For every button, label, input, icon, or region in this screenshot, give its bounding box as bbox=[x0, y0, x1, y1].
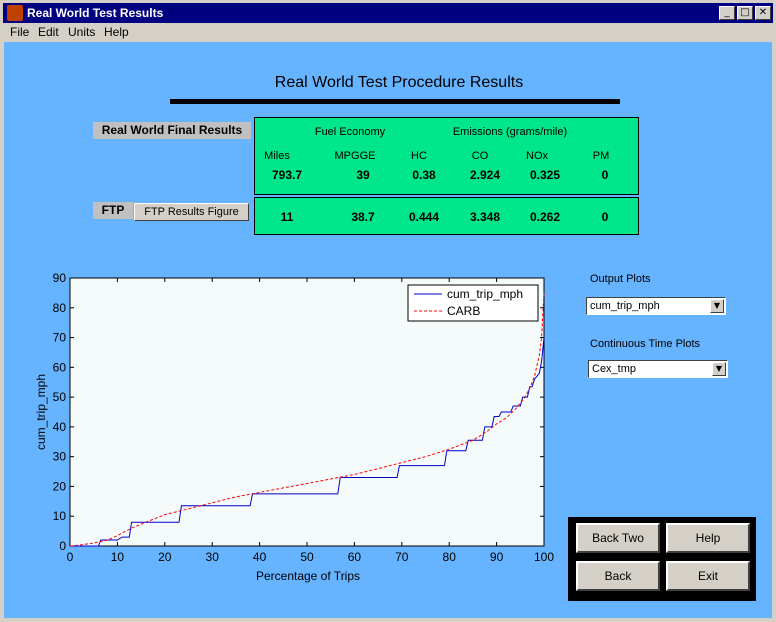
header-mpgge: MPGGE bbox=[334, 150, 376, 162]
y-tick-label: 40 bbox=[53, 420, 67, 434]
fuel-economy-label: Fuel Economy bbox=[314, 126, 386, 138]
y-tick-label: 90 bbox=[53, 271, 67, 285]
legend-label-cum-trip-mph: cum_trip_mph bbox=[447, 287, 523, 301]
value-nox: 0.325 bbox=[529, 168, 561, 182]
header-miles: Miles bbox=[264, 150, 290, 162]
y-tick-label: 70 bbox=[53, 331, 67, 345]
minimize-icon[interactable]: _ bbox=[719, 6, 735, 20]
output-plots-label: Output Plots bbox=[590, 273, 651, 285]
chevron-down-icon[interactable]: ▼ bbox=[712, 362, 726, 376]
legend-label-carb: CARB bbox=[447, 304, 480, 318]
x-axis: 0 10 20 30 40 50 60 70 80 90 100 bbox=[67, 278, 554, 564]
navigation-panel: Back Two Help Back Exit bbox=[568, 517, 756, 601]
final-results-label: Real World Final Results bbox=[93, 122, 251, 139]
title-bar: Real World Test Results _ □ ✕ bbox=[3, 3, 773, 23]
x-axis-label: Percentage of Trips bbox=[256, 569, 360, 583]
x-tick-label: 70 bbox=[395, 550, 409, 564]
value-pm: 0 bbox=[601, 168, 609, 182]
series-line-carb bbox=[69, 292, 545, 547]
emissions-label: Emissions (grams/mile) bbox=[452, 126, 568, 138]
menu-edit[interactable]: Edit bbox=[38, 25, 59, 39]
ftp-value-nox: 0.262 bbox=[529, 210, 561, 224]
y-tick-label: 0 bbox=[59, 539, 66, 553]
continuous-plots-select[interactable]: Cex_tmp ▼ bbox=[588, 360, 728, 378]
legend-box bbox=[407, 284, 539, 322]
exit-button[interactable]: Exit bbox=[666, 561, 750, 591]
x-tick-label: 10 bbox=[111, 550, 125, 564]
menu-bar: File Edit Units Help bbox=[3, 23, 773, 41]
back-two-button[interactable]: Back Two bbox=[576, 523, 660, 553]
y-tick-label: 80 bbox=[53, 301, 67, 315]
plot-area bbox=[69, 277, 545, 547]
cum-trip-chart: 0 10 20 30 40 50 60 70 80 90 0 10 20 30 40 50 60 70 80 90 1… bbox=[34, 271, 554, 583]
ftp-value-miles: 11 bbox=[280, 210, 294, 224]
x-tick-label: 50 bbox=[300, 550, 314, 564]
help-button[interactable]: Help bbox=[666, 523, 750, 553]
header-pm: PM bbox=[592, 150, 610, 162]
x-tick-label: 60 bbox=[348, 550, 362, 564]
value-mpgge: 39 bbox=[356, 168, 370, 182]
ftp-value-hc: 0.444 bbox=[408, 210, 440, 224]
x-tick-label: 0 bbox=[67, 550, 74, 564]
menu-file[interactable]: File bbox=[10, 25, 30, 39]
ftp-label: FTP bbox=[93, 202, 133, 219]
x-tick-label: 20 bbox=[158, 550, 172, 564]
chevron-down-icon[interactable]: ▼ bbox=[710, 299, 724, 313]
continuous-plots-value: Cex_tmp bbox=[592, 363, 637, 375]
y-tick-label: 10 bbox=[53, 509, 67, 523]
value-hc: 0.38 bbox=[412, 168, 436, 182]
x-tick-label: 80 bbox=[443, 550, 457, 564]
x-tick-label: 90 bbox=[490, 550, 504, 564]
x-tick-label: 30 bbox=[206, 550, 220, 564]
y-tick-label: 20 bbox=[53, 479, 67, 493]
page-title: Real World Test Procedure Results bbox=[274, 74, 524, 91]
legend: cum_trip_mph CARB bbox=[407, 284, 539, 322]
plot-series bbox=[69, 292, 545, 547]
window-title: Real World Test Results bbox=[27, 6, 164, 20]
x-tick-label: 40 bbox=[253, 550, 267, 564]
back-button[interactable]: Back bbox=[576, 561, 660, 591]
continuous-plots-label: Continuous Time Plots bbox=[590, 338, 701, 350]
menu-help[interactable]: Help bbox=[104, 25, 129, 39]
output-plots-value: cum_trip_mph bbox=[590, 300, 660, 312]
header-hc: HC bbox=[411, 150, 427, 162]
y-axis-label: cum_trip_mph bbox=[34, 374, 48, 450]
ftp-value-pm: 0 bbox=[601, 210, 609, 224]
ftp-value-co: 3.348 bbox=[469, 210, 501, 224]
app-icon bbox=[7, 5, 23, 21]
value-miles: 793.7 bbox=[271, 168, 303, 182]
ftp-value-mpgge: 38.7 bbox=[351, 210, 375, 224]
close-icon[interactable]: ✕ bbox=[755, 6, 771, 20]
menu-units[interactable]: Units bbox=[68, 25, 96, 39]
y-axis: 0 10 20 30 40 50 60 70 80 90 bbox=[53, 271, 544, 553]
value-co: 2.924 bbox=[469, 168, 501, 182]
ftp-results-button[interactable]: FTP Results Figure bbox=[134, 203, 249, 221]
series-line-cum-trip-mph bbox=[70, 337, 545, 547]
ftp-results-panel: 11 38.7 0.444 3.348 0.262 0 bbox=[254, 197, 639, 235]
y-tick-label: 30 bbox=[53, 450, 67, 464]
title-underline bbox=[170, 99, 620, 104]
y-tick-label: 50 bbox=[53, 390, 67, 404]
y-tick-label: 60 bbox=[53, 360, 67, 374]
header-co: CO bbox=[471, 150, 489, 162]
maximize-icon[interactable]: □ bbox=[737, 6, 753, 20]
final-results-panel: Fuel Economy Emissions (grams/mile) Mile… bbox=[254, 117, 639, 195]
x-tick-label: 100 bbox=[534, 550, 554, 564]
figure-area: Real World Test Procedure Results Real W… bbox=[4, 42, 772, 618]
output-plots-select[interactable]: cum_trip_mph ▼ bbox=[586, 297, 726, 315]
header-nox: NOx bbox=[526, 150, 548, 162]
